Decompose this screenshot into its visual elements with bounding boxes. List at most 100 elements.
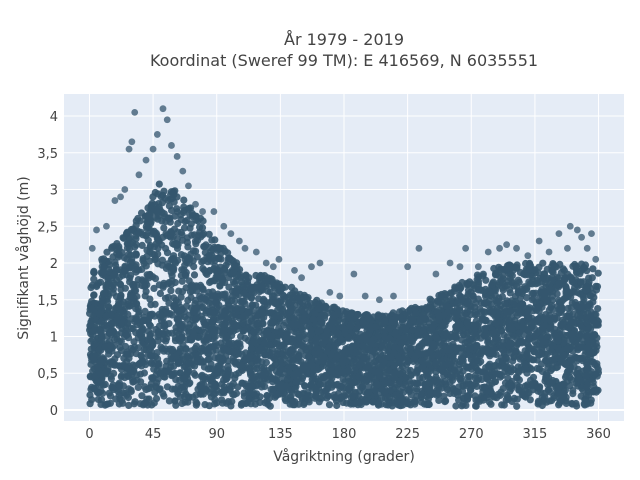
- data-point: [119, 399, 127, 407]
- data-point: [122, 342, 130, 351]
- data-point: [543, 296, 552, 304]
- data-point: [190, 271, 199, 279]
- data-point: [172, 401, 180, 409]
- data-point: [325, 321, 333, 329]
- data-point: [255, 347, 263, 355]
- data-point: [174, 219, 182, 228]
- data-point: [221, 264, 229, 272]
- data-point: [269, 319, 277, 327]
- data-point: [237, 332, 245, 341]
- data-point: [333, 329, 342, 337]
- data-point: [375, 400, 383, 408]
- data-point: [139, 317, 147, 325]
- data-point: [369, 398, 377, 406]
- data-point: [414, 363, 422, 371]
- data-point: [273, 312, 282, 320]
- data-point: [588, 274, 596, 282]
- data-point: [110, 270, 118, 279]
- data-point: [529, 289, 538, 297]
- data-point: [292, 378, 300, 386]
- data-point: [231, 374, 239, 382]
- data-point: [455, 284, 463, 292]
- data-point: [441, 378, 449, 386]
- data-point: [351, 388, 359, 396]
- data-point: [581, 401, 589, 409]
- data-point: [136, 217, 144, 225]
- data-point: [487, 400, 495, 408]
- data-point: [116, 343, 124, 352]
- data-point: [535, 351, 543, 359]
- data-point: [535, 307, 543, 315]
- data-point: [413, 385, 421, 393]
- data-point: [151, 388, 159, 396]
- data-point: [87, 321, 95, 329]
- data-point: [122, 271, 130, 279]
- data-point: [160, 322, 168, 331]
- data-point: [316, 394, 324, 402]
- data-point: [356, 382, 364, 390]
- data-point: [355, 351, 363, 359]
- data-point: [555, 401, 563, 409]
- data-point: [464, 334, 472, 342]
- data-point: [432, 368, 440, 376]
- data-point: [401, 381, 409, 389]
- data-point: [364, 313, 372, 321]
- data-point: [459, 360, 467, 368]
- data-point: [95, 309, 103, 318]
- data-point: [272, 299, 280, 307]
- data-point: [522, 259, 530, 268]
- data-point: [391, 329, 400, 337]
- data-point: [374, 311, 382, 319]
- data-point: [350, 378, 358, 386]
- data-point: [435, 312, 443, 320]
- data-point: [549, 306, 557, 314]
- data-point: [232, 322, 240, 331]
- data-point: [582, 286, 590, 294]
- data-point: [221, 290, 229, 298]
- data-point: [281, 395, 289, 403]
- data-point: [199, 286, 207, 294]
- data-point: [127, 386, 135, 394]
- data-point: [457, 298, 465, 306]
- data-point: [215, 353, 223, 361]
- data-point: [481, 285, 490, 293]
- data-point: [390, 349, 398, 357]
- data-point: [183, 315, 191, 323]
- data-point: [304, 392, 312, 400]
- data-point: [146, 322, 154, 330]
- data-point: [498, 326, 506, 334]
- data-point: [278, 373, 287, 382]
- data-point: [383, 395, 391, 403]
- data-point: [492, 319, 500, 328]
- data-point: [236, 340, 244, 348]
- data-point: [133, 281, 141, 289]
- data-point: [347, 400, 355, 408]
- data-point: [572, 319, 581, 327]
- data-point: [164, 329, 172, 338]
- data-point: [484, 349, 492, 357]
- data-point: [295, 353, 303, 361]
- data-point: [511, 297, 519, 306]
- data-point: [87, 337, 95, 345]
- data-point: [445, 315, 453, 323]
- data-point: [148, 374, 156, 382]
- data-point: [505, 342, 513, 350]
- data-point: [95, 279, 103, 287]
- data-point: [150, 284, 158, 292]
- data-point: [450, 363, 458, 371]
- data-point: [191, 237, 200, 245]
- data-point: [586, 353, 594, 361]
- data-point: [190, 369, 198, 378]
- data-point: [474, 396, 482, 404]
- data-point: [91, 385, 99, 393]
- data-point: [496, 341, 504, 349]
- data-point: [479, 316, 487, 324]
- data-point: [404, 344, 412, 352]
- data-point: [121, 374, 129, 382]
- data-point: [371, 358, 379, 366]
- data-point: [147, 301, 155, 309]
- data-point: [582, 372, 590, 380]
- data-point: [169, 267, 177, 275]
- data-point: [583, 383, 591, 391]
- data-point: [178, 399, 186, 408]
